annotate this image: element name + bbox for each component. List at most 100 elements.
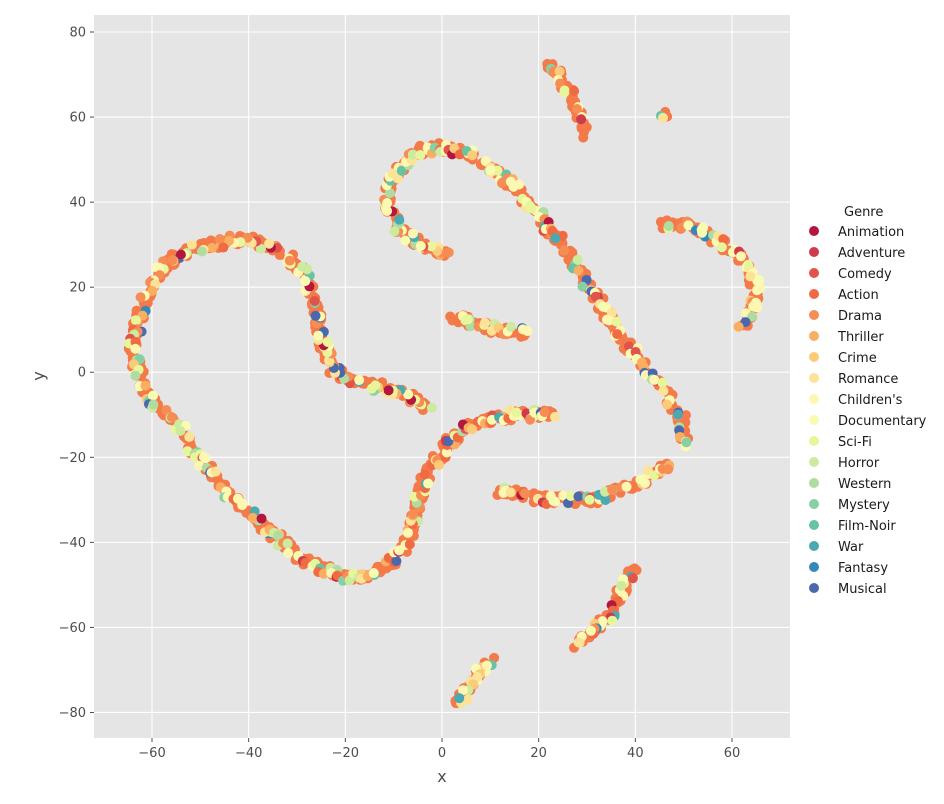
scatter-point xyxy=(481,660,492,671)
scatter-point xyxy=(616,580,627,591)
scatter-point xyxy=(571,103,582,114)
scatter-point xyxy=(683,220,694,231)
scatter-point xyxy=(130,343,141,354)
scatter-point xyxy=(462,314,473,325)
scatter-point xyxy=(383,385,394,396)
scatter-point xyxy=(423,478,434,489)
scatter-point xyxy=(576,114,587,125)
scatter-point xyxy=(745,271,756,282)
scatter-point xyxy=(384,188,395,199)
scatter-point xyxy=(426,402,437,413)
scatter-point xyxy=(190,452,201,463)
legend-marker xyxy=(809,520,819,530)
scatter-point xyxy=(598,301,609,312)
scatter-point xyxy=(167,255,178,266)
scatter-point xyxy=(586,625,597,636)
scatter-point xyxy=(574,637,585,648)
scatter-point xyxy=(492,165,503,176)
legend-marker xyxy=(809,394,819,404)
scatter-point xyxy=(558,490,569,501)
scatter-point xyxy=(147,390,158,401)
legend-label: Musical xyxy=(838,582,887,597)
scatter-point xyxy=(218,242,229,253)
scatter-point xyxy=(554,66,565,77)
scatter-point xyxy=(207,242,218,253)
scatter-point xyxy=(514,179,525,190)
legend-marker xyxy=(809,499,819,509)
legend-marker xyxy=(809,415,819,425)
legend: Genre Animation Adventure Comedy Action Dram… xyxy=(809,205,927,597)
scatter-point xyxy=(573,491,584,502)
scatter-point xyxy=(621,481,632,492)
legend-marker xyxy=(809,541,819,551)
scatter-point xyxy=(284,255,295,266)
ticks-layer: −60 −40 −20 0 20 40 60 −80 −60 −40 −20 0 20 40 60 80 xyxy=(59,26,741,761)
scatter-point xyxy=(318,568,329,579)
scatter-point xyxy=(214,233,225,244)
legend-marker xyxy=(809,310,819,320)
scatter-point xyxy=(400,235,411,246)
scatter-point xyxy=(130,370,141,381)
scatter-point xyxy=(525,414,536,425)
scatter-point xyxy=(282,538,293,549)
x-tick-label: −20 xyxy=(332,746,359,761)
scatter-point xyxy=(550,233,561,244)
legend-marker xyxy=(809,247,819,257)
legend-marker xyxy=(809,436,819,446)
scatter-point xyxy=(680,410,691,421)
legend-label: Western xyxy=(838,477,891,492)
scatter-point xyxy=(404,539,415,550)
scatter-point xyxy=(549,411,560,422)
y-tick-label: 40 xyxy=(69,196,86,211)
x-tick-label: 60 xyxy=(724,746,741,761)
scatter-point xyxy=(735,251,746,262)
legend-label: Crime xyxy=(838,351,877,366)
scatter-point xyxy=(522,326,533,337)
scatter-point xyxy=(368,568,379,579)
scatter-point xyxy=(755,283,766,294)
scatter-point xyxy=(578,132,589,143)
legend-marker xyxy=(809,562,819,572)
scatter-point xyxy=(223,235,234,246)
scatter-point xyxy=(297,261,308,272)
scatter-point xyxy=(366,383,377,394)
legend-label: Documentary xyxy=(838,414,927,429)
scatter-point xyxy=(166,412,177,423)
legend-marker xyxy=(809,268,819,278)
legend-marker xyxy=(809,373,819,383)
scatter-point xyxy=(573,265,584,276)
scatter-point xyxy=(584,494,595,505)
scatter-point xyxy=(485,165,496,176)
legend-label: Comedy xyxy=(838,267,892,282)
scatter-point xyxy=(135,292,146,303)
scatter-point xyxy=(559,87,570,98)
scatter-point xyxy=(273,530,284,541)
scatter-point xyxy=(601,314,612,325)
scatter-point xyxy=(322,337,333,348)
scatter-point xyxy=(663,221,674,232)
scatter-point xyxy=(718,234,729,245)
legend-marker xyxy=(809,583,819,593)
scatter-point xyxy=(590,291,601,302)
scatter-point xyxy=(419,469,430,480)
scatter-point xyxy=(467,424,478,435)
scatter-point xyxy=(611,316,622,327)
scatter-point xyxy=(572,254,583,265)
x-tick-label: −60 xyxy=(138,746,165,761)
scatter-point xyxy=(394,214,405,225)
y-tick-label: 0 xyxy=(78,366,86,381)
scatter-point xyxy=(237,500,248,511)
y-tick-label: −80 xyxy=(59,706,86,721)
legend-label: Romance xyxy=(838,372,898,387)
x-tick-label: 0 xyxy=(438,746,446,761)
scatter-point xyxy=(175,249,186,260)
scatter-point xyxy=(627,573,638,584)
legend-marker xyxy=(809,289,819,299)
legend-label: Adventure xyxy=(838,246,905,261)
scatter-point xyxy=(130,315,141,326)
scatter-point xyxy=(545,491,556,502)
scatter-point xyxy=(565,491,576,502)
scatter-point xyxy=(196,246,207,257)
scatter-point xyxy=(657,112,668,123)
